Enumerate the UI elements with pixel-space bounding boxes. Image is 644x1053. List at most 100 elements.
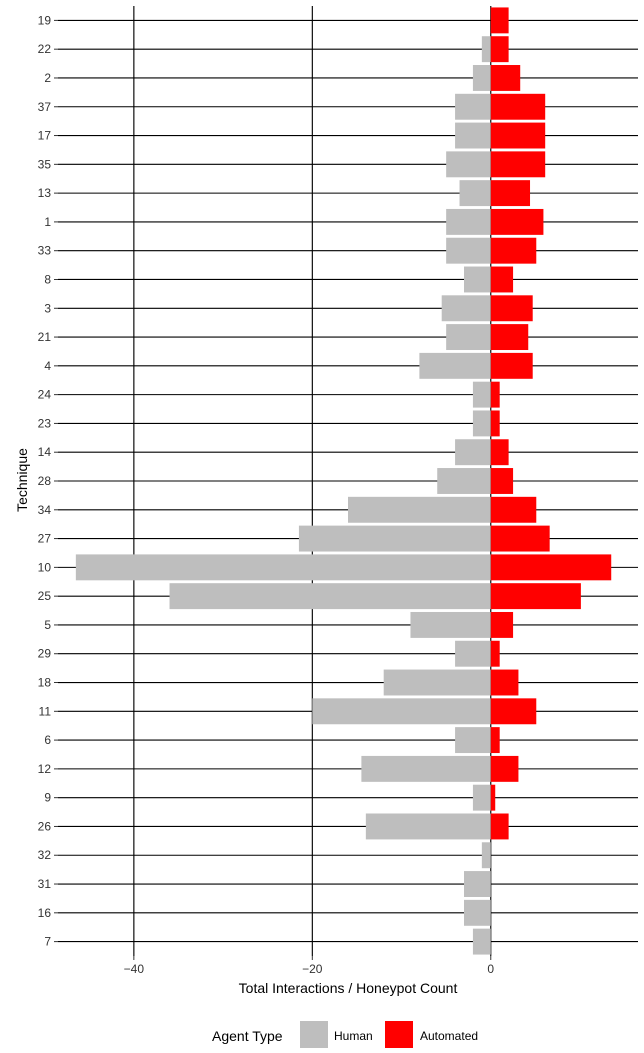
y-tick-label: 27	[38, 532, 52, 546]
axis-layer: 1922237173513133832142423142834271025529…	[38, 13, 495, 976]
bar-automated-22	[490, 36, 509, 63]
bar-automated-12	[490, 755, 519, 782]
bar-automated-4	[490, 352, 533, 379]
bar-automated-29	[490, 640, 500, 667]
bar-human-28	[437, 468, 491, 494]
bar-automated-24	[490, 381, 500, 408]
y-tick-label: 1	[44, 215, 51, 229]
bar-human-27	[298, 525, 491, 552]
bar-human-33	[446, 237, 491, 264]
legend-label-automated: Automated	[420, 1029, 478, 1043]
bar-human-22	[481, 36, 491, 63]
y-tick-label: 16	[38, 906, 52, 920]
bar-human-16	[464, 899, 491, 926]
bar-automated-17	[490, 122, 546, 149]
y-tick-label: 24	[38, 388, 52, 402]
bar-human-2	[472, 65, 491, 91]
legend: Agent Type Human Automated	[212, 1021, 478, 1049]
bar-human-24	[472, 381, 491, 408]
y-tick-label: 17	[38, 129, 52, 143]
bar-layer	[75, 7, 612, 955]
bar-automated-18	[490, 669, 519, 696]
bar-human-23	[472, 410, 491, 437]
bar-automated-11	[490, 698, 537, 725]
y-tick-label: 13	[38, 186, 52, 200]
bar-automated-26	[490, 813, 509, 840]
bar-automated-23	[490, 410, 500, 437]
bar-human-1	[446, 208, 491, 235]
grid-layer	[58, 6, 638, 956]
bar-human-21	[446, 324, 491, 351]
bar-automated-28	[490, 468, 514, 494]
bar-automated-13	[490, 180, 531, 207]
y-tick-label: 31	[38, 877, 52, 891]
bar-human-13	[459, 180, 491, 207]
legend-key-automated	[385, 1021, 413, 1049]
y-tick-label: 9	[44, 791, 51, 805]
y-tick-label: 29	[38, 647, 52, 661]
bar-human-3	[441, 295, 491, 322]
y-tick-label: 7	[44, 935, 51, 949]
bar-automated-34	[490, 496, 537, 523]
x-tick-label: 0	[487, 962, 494, 976]
bar-human-7	[472, 928, 491, 955]
y-tick-label: 12	[38, 762, 52, 776]
bar-human-31	[464, 871, 491, 897]
y-tick-label: 32	[38, 848, 52, 862]
y-tick-label: 18	[38, 676, 52, 690]
y-tick-label: 4	[44, 359, 51, 373]
bar-human-18	[383, 669, 491, 696]
bar-human-4	[419, 352, 491, 379]
bar-automated-2	[490, 65, 521, 91]
bar-automated-33	[490, 237, 537, 264]
bar-human-12	[361, 755, 491, 782]
bar-human-32	[481, 842, 491, 869]
bar-human-17	[455, 122, 491, 149]
bar-automated-1	[490, 208, 544, 235]
bar-automated-8	[490, 266, 514, 293]
y-tick-label: 33	[38, 244, 52, 258]
bar-human-5	[410, 611, 491, 638]
bar-human-14	[455, 439, 491, 466]
y-tick-label: 26	[38, 819, 52, 833]
y-tick-label: 10	[38, 560, 52, 574]
bar-automated-37	[490, 93, 546, 120]
bar-automated-14	[490, 439, 509, 466]
x-axis-title: Total Interactions / Honeypot Count	[239, 980, 458, 996]
bar-human-11	[312, 698, 491, 725]
y-tick-label: 28	[38, 474, 52, 488]
bar-automated-3	[490, 295, 533, 322]
bar-human-10	[75, 554, 491, 581]
legend-label-human: Human	[334, 1029, 373, 1043]
y-tick-label: 22	[38, 42, 52, 56]
legend-key-human	[300, 1021, 328, 1049]
bar-automated-19	[490, 7, 509, 34]
y-tick-label: 3	[44, 301, 51, 315]
bar-automated-10	[490, 554, 612, 581]
bar-human-26	[365, 813, 491, 840]
bar-human-37	[455, 93, 491, 120]
y-tick-label: 35	[38, 157, 52, 171]
x-tick-label: −20	[302, 962, 323, 976]
bar-automated-27	[490, 525, 550, 552]
bar-automated-5	[490, 611, 514, 638]
bar-automated-35	[490, 151, 546, 178]
y-axis-title: Technique	[14, 448, 30, 512]
bar-human-8	[464, 266, 491, 293]
bar-automated-6	[490, 727, 500, 754]
bar-human-29	[455, 640, 491, 667]
y-tick-label: 23	[38, 416, 52, 430]
y-tick-label: 21	[38, 330, 52, 344]
y-tick-label: 11	[39, 704, 52, 718]
legend-title: Agent Type	[212, 1028, 283, 1044]
bar-human-35	[446, 151, 491, 178]
bar-human-9	[472, 784, 491, 811]
y-tick-label: 37	[38, 100, 52, 114]
x-tick-label: −40	[124, 962, 145, 976]
y-tick-label: 19	[38, 13, 52, 27]
bar-human-6	[455, 727, 491, 754]
y-tick-label: 25	[38, 589, 52, 603]
bar-automated-9	[490, 784, 496, 811]
